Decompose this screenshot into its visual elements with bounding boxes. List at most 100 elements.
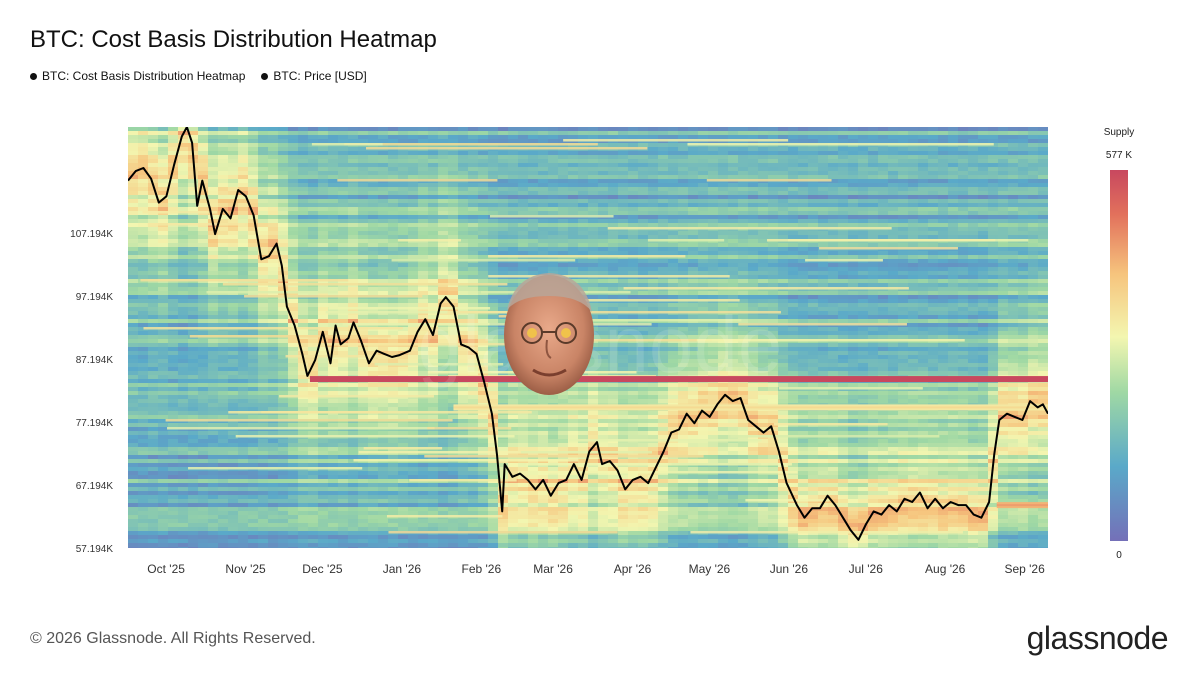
heatmap-cell [728,219,739,224]
heatmap-cell [258,151,269,156]
heatmap-cell [728,315,739,320]
heatmap-cell [878,131,889,136]
heatmap-cell [928,287,939,292]
heatmap-cell [628,163,639,168]
heatmap-cell [1008,179,1019,184]
heatmap-cell [1028,203,1039,208]
heatmap-cell [218,155,229,160]
heatmap-cell [888,127,899,132]
heatmap-cell [218,267,229,272]
heatmap-cell [388,155,399,160]
heatmap-cell [448,223,459,228]
heatmap-cell [378,131,389,136]
heatmap-cell [618,267,629,272]
heatmap-cell [978,223,989,228]
heatmap-cell [808,331,819,336]
heatmap-chart[interactable]: glassnode 107.194K97.194K87.194K77.194K6… [0,0,1200,600]
heatmap-cell [248,287,259,292]
heatmap-cell [1038,307,1048,312]
heatmap-cell [508,183,519,188]
heatmap-cell [328,223,339,228]
heatmap-cell [258,179,269,184]
heatmap-cell [598,175,609,180]
heatmap-cell [828,235,839,240]
legend-item-heatmap[interactable]: BTC: Cost Basis Distribution Heatmap [30,69,245,83]
heatmap-cell [978,215,989,220]
heatmap-cell [978,191,989,196]
heatmap-cell [348,215,359,220]
heatmap-cell [898,267,909,272]
heatmap-cell [648,307,659,312]
heatmap-cell [178,267,189,272]
heatmap-cell [518,211,529,216]
heatmap-cell [478,195,489,200]
heatmap-cell [868,263,879,268]
heatmap-cell [398,171,409,176]
heatmap-cell [238,211,249,216]
heatmap-cell [628,243,639,248]
heatmap-cell [758,303,769,308]
legend-item-price[interactable]: BTC: Price [USD] [261,69,367,83]
heatmap-cell [398,155,409,160]
heatmap-cell [208,295,219,300]
heatmap-cell [968,299,979,304]
heatmap-cell [288,207,299,212]
heatmap-cell [648,315,659,320]
heatmap-cell [848,199,859,204]
heatmap-cell [218,315,229,320]
heatmap-cell [388,203,399,208]
heatmap-cell [878,151,889,156]
heatmap-cell [868,327,879,332]
heatmap-cell [988,275,999,280]
heatmap-cell [148,251,159,256]
heatmap-cell [838,135,849,140]
heatmap-cell [858,147,869,152]
heatmap-cell [718,235,729,240]
heatmap-cell [248,255,259,260]
heatmap-cell [588,259,599,264]
heatmap-cell [158,127,169,132]
heatmap-cell [728,151,739,156]
heatmap-cell [358,279,369,284]
heatmap-cell [308,175,319,180]
heatmap-cell [508,279,519,284]
heatmap-cell [188,179,199,184]
heatmap-cell [928,263,939,268]
heatmap-cell [1008,163,1019,168]
heatmap-cell [228,247,239,252]
heatmap-cell [928,251,939,256]
heatmap-cell [1018,283,1029,288]
heatmap-cell [958,227,969,232]
heatmap-cell [388,211,399,216]
heatmap-cell [888,135,899,140]
heatmap-cell [768,151,779,156]
heatmap-cell [618,151,629,156]
heatmap-cell [1028,131,1039,136]
heatmap-cell [658,163,669,168]
heatmap-cell [848,219,859,224]
heatmap-cell [318,127,329,132]
heatmap-cell [978,207,989,212]
heatmap-cell [138,259,149,264]
heatmap-cell [888,331,899,336]
heatmap-cell [468,187,479,192]
heatmap-cell [738,207,749,212]
heatmap-cell [398,199,409,204]
heatmap-cell [928,255,939,260]
heatmap-cell [488,131,499,136]
heatmap-cell [428,247,439,252]
heatmap-cell [628,171,639,176]
heatmap-cell [408,263,419,268]
heatmap-cell [808,271,819,276]
heatmap-cell [828,179,839,184]
heatmap-cell [268,199,279,204]
heatmap-cell [868,291,879,296]
heatmap-cell [598,151,609,156]
heatmap-cell [298,235,309,240]
heatmap-cell [928,295,939,300]
heatmap-cell [678,223,689,228]
heatmap-cell [288,267,299,272]
heatmap-cell [418,155,429,160]
heatmap-cell [868,155,879,160]
heatmap-cell [848,231,859,236]
